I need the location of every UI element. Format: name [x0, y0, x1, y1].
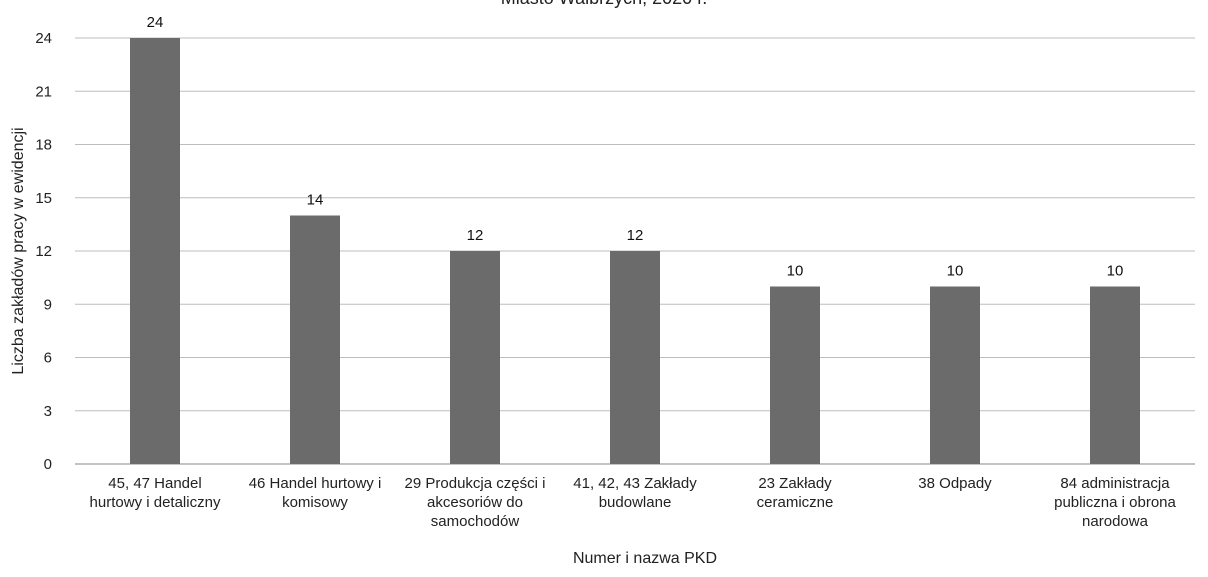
- data-label: 10: [1107, 263, 1124, 280]
- x-category-label: 38 Odpady: [918, 475, 992, 492]
- x-category-label: 41, 42, 43 Zakłady budowlane: [573, 475, 697, 511]
- x-axis-categories: 45, 47 Handel hurtowy i detaliczny 46 Hand…: [90, 475, 1177, 530]
- data-labels: 24 14 12 12 10 10 10: [147, 14, 1124, 280]
- y-tick-label: 3: [44, 403, 52, 420]
- bar: [290, 215, 340, 464]
- y-tick-label: 9: [44, 296, 52, 313]
- y-tick-label: 12: [35, 243, 52, 260]
- x-category-label: 84 administracja publiczna i obrona narodo…: [1054, 475, 1176, 530]
- chart-title: Miasto Wałbrzych, 2020 r.: [501, 0, 707, 8]
- bars: [130, 38, 1140, 464]
- bar: [1090, 286, 1140, 464]
- y-tick-label: 24: [35, 30, 52, 47]
- data-label: 12: [467, 227, 484, 244]
- x-category-label: 45, 47 Handel hurtowy i detaliczny: [90, 475, 221, 511]
- y-tick-label: 15: [35, 190, 52, 207]
- data-label: 24: [147, 14, 164, 31]
- y-tick-label: 0: [44, 456, 52, 473]
- bar: [770, 286, 820, 464]
- data-label: 10: [787, 263, 804, 280]
- x-axis-title: Numer i nazwa PKD: [573, 550, 717, 567]
- data-label: 10: [947, 263, 964, 280]
- data-label: 12: [627, 227, 644, 244]
- bar: [130, 38, 180, 464]
- y-axis-title: Liczba zakładów pracy w ewidencji: [10, 127, 27, 374]
- y-axis-ticks: 0 3 6 9 12 15 18 21 24: [35, 30, 52, 473]
- bar: [610, 251, 660, 464]
- y-tick-label: 18: [35, 137, 52, 154]
- y-tick-label: 6: [44, 350, 52, 367]
- bar: [930, 286, 980, 464]
- bar: [450, 251, 500, 464]
- x-category-label: 23 Zakłady ceramiczne: [757, 475, 834, 511]
- y-tick-label: 21: [35, 83, 52, 100]
- data-label: 14: [307, 192, 324, 209]
- x-category-label: 29 Produkcja części i akcesoriów do samoch…: [405, 475, 546, 530]
- x-category-label: 46 Handel hurtowy i komisowy: [249, 475, 382, 511]
